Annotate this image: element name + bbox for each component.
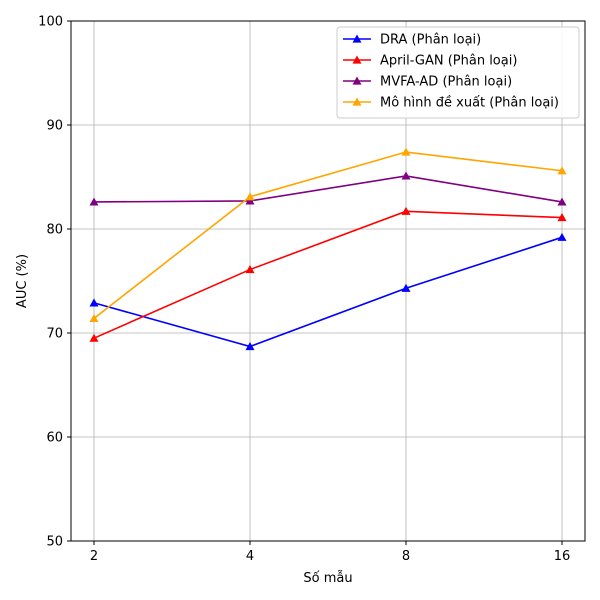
y-tick-label: 90 bbox=[46, 119, 63, 134]
y-tick-label: 60 bbox=[46, 431, 63, 446]
x-axis-ticks: 2 4 8 16 bbox=[90, 541, 570, 564]
legend-label: MVFA-AD (Phân loại) bbox=[380, 75, 512, 90]
plot-frame bbox=[70, 20, 586, 542]
data-point bbox=[89, 313, 99, 323]
data-point bbox=[89, 298, 99, 307]
data-point bbox=[245, 192, 255, 201]
series-4 bbox=[89, 147, 567, 323]
x-axis-label: Số mẫu bbox=[303, 571, 352, 586]
y-tick-label: 70 bbox=[46, 327, 63, 342]
y-tick-label: 50 bbox=[46, 535, 63, 550]
data-point bbox=[245, 196, 255, 205]
legend-marker bbox=[352, 55, 362, 64]
data-point bbox=[401, 283, 411, 292]
legend-marker bbox=[352, 34, 362, 43]
legend: DRA (Phân loại) April-GAN (Phân loại) MVFA… bbox=[336, 26, 580, 119]
data-point bbox=[557, 232, 567, 241]
y-axis-label: AUC (%) bbox=[15, 254, 30, 308]
legend-box bbox=[336, 26, 580, 119]
series-line bbox=[93, 236, 563, 348]
x-tick-label: 8 bbox=[402, 549, 410, 564]
series-3 bbox=[89, 171, 567, 206]
data-point bbox=[401, 171, 411, 180]
legend-item: Mô hình đề xuất (Phân loại) bbox=[343, 96, 559, 111]
y-axis-ticks: 50 60 70 80 90 100 bbox=[38, 15, 71, 550]
legend-label: DRA (Phân loại) bbox=[380, 33, 481, 48]
legend-item: DRA (Phân loại) bbox=[343, 33, 481, 48]
data-point bbox=[401, 147, 411, 156]
series-lines bbox=[89, 147, 567, 351]
data-point bbox=[245, 342, 255, 351]
data-point bbox=[557, 166, 567, 175]
x-tick-label: 16 bbox=[554, 549, 571, 564]
data-point bbox=[557, 197, 567, 206]
data-point bbox=[89, 333, 99, 342]
data-point bbox=[557, 213, 567, 222]
series-2 bbox=[89, 206, 567, 342]
y-tick-label: 80 bbox=[46, 223, 63, 238]
series-line bbox=[93, 175, 563, 203]
legend-item: April-GAN (Phân loại) bbox=[343, 54, 517, 69]
data-point bbox=[245, 265, 255, 274]
series-1 bbox=[89, 232, 567, 351]
series-line bbox=[93, 151, 563, 320]
data-point bbox=[89, 197, 99, 206]
legend-item: MVFA-AD (Phân loại) bbox=[343, 75, 512, 90]
series-line bbox=[93, 210, 563, 339]
data-point bbox=[401, 206, 411, 215]
x-tick-label: 4 bbox=[246, 549, 254, 564]
legend-label: April-GAN (Phân loại) bbox=[380, 54, 517, 69]
x-tick-label: 2 bbox=[90, 549, 98, 564]
legend-label: Mô hình đề xuất (Phân loại) bbox=[380, 96, 559, 111]
legend-marker bbox=[352, 76, 362, 85]
legend-marker bbox=[352, 97, 362, 106]
y-tick-label: 100 bbox=[38, 15, 63, 30]
